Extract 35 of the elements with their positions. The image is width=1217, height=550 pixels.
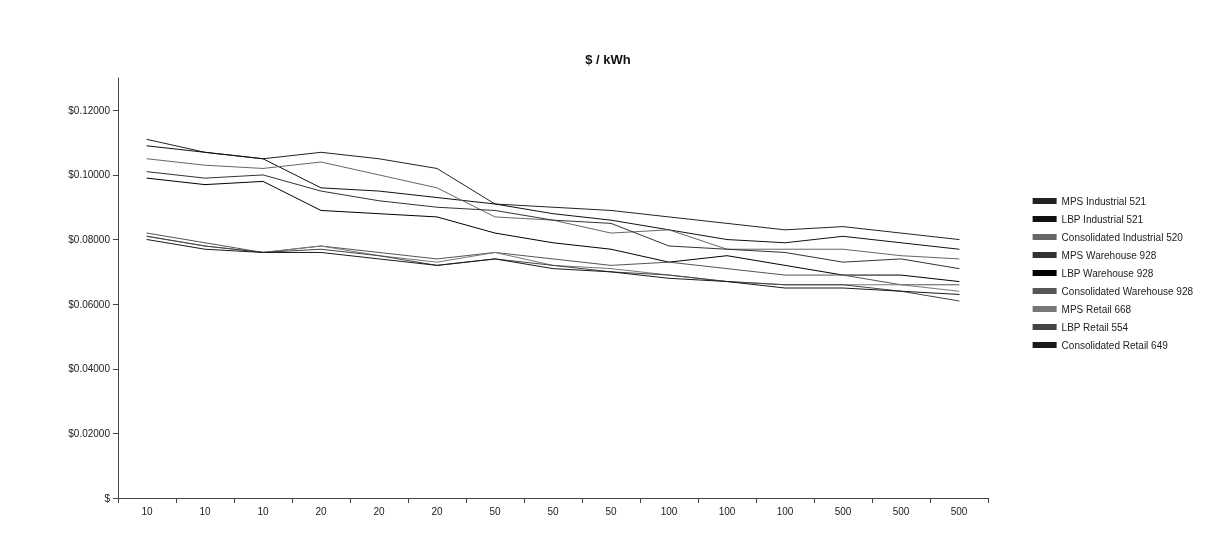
x-tick-label: 50 [489,505,501,517]
x-tick-label: 100 [776,505,794,517]
y-tick-label: $0.12000 [68,104,111,116]
legend-label: MPS Retail 668 [1061,303,1132,315]
x-tick-label: 10 [257,505,269,517]
x-tick-label: 20 [315,505,327,517]
line-series [146,171,960,270]
x-tick-label: 10 [199,505,211,517]
x-tick-label: 500 [892,505,910,517]
legend-label: Consolidated Retail 649 [1061,339,1169,351]
x-tick-label: 50 [547,505,559,517]
y-tick-label: $0.06000 [68,298,111,310]
y-tick-label: $0.02000 [68,427,111,439]
y-tick-label: $0.10000 [68,169,111,181]
x-tick-label: 20 [373,505,385,517]
legend-label: Consolidated Industrial 520 [1061,231,1184,243]
legend-label: MPS Industrial 521 [1061,195,1147,207]
x-tick-label: 20 [431,505,443,517]
y-tick-label: $0.08000 [68,234,111,246]
legend-label: LBP Industrial 521 [1061,213,1144,225]
x-tick-label: 100 [718,505,736,517]
x-tick-label: 500 [834,505,852,517]
line-series [146,177,960,283]
legend-label: LBP Warehouse 928 [1061,267,1154,279]
x-tick-label: 500 [950,505,968,517]
x-tick-label: 50 [605,505,617,517]
legend-label: MPS Warehouse 928 [1061,249,1157,261]
chart-title: $ / kWh [585,52,631,67]
y-tick-label: $ [104,492,111,504]
legend-label: LBP Retail 554 [1061,321,1129,333]
y-tick-label: $0.04000 [68,363,111,375]
x-tick-label: 10 [141,505,153,517]
legend-label: Consolidated Warehouse 928 [1061,285,1194,297]
x-tick-label: 100 [660,505,678,517]
line-series [146,158,960,260]
